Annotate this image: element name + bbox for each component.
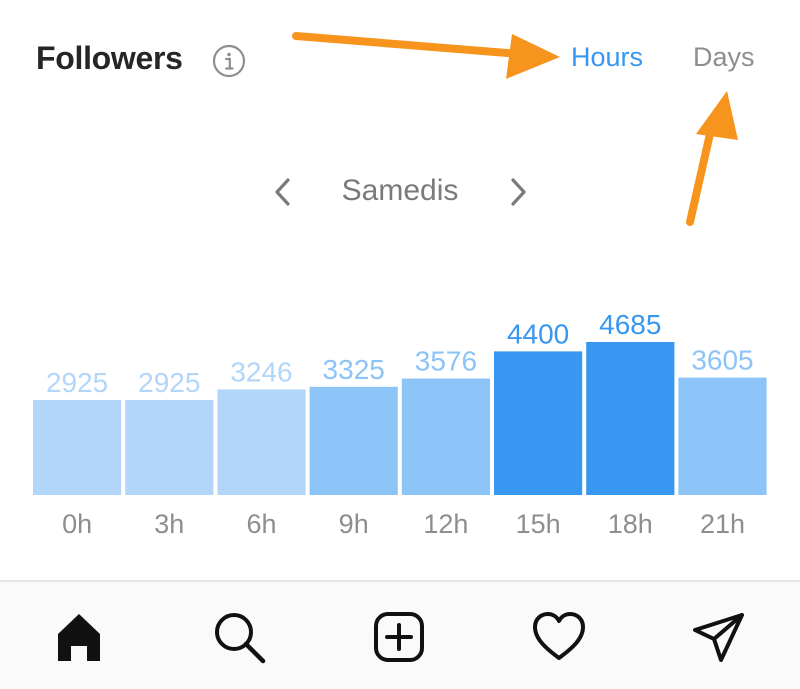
x-axis-tick-label: 6h <box>246 509 276 539</box>
tab-hours[interactable]: Hours <box>571 42 644 72</box>
search-icon[interactable] <box>210 608 268 666</box>
bar-value-label: 3246 <box>230 356 292 387</box>
x-axis-tick-label: 9h <box>339 509 369 539</box>
next-day-button[interactable] <box>500 174 536 210</box>
page-title: Followers <box>36 40 183 76</box>
x-axis-tick-label: 0h <box>62 509 92 539</box>
day-label: Samedis <box>341 174 459 207</box>
chart-bar[interactable] <box>309 386 398 495</box>
bar-value-label: 3576 <box>415 346 477 377</box>
bar-value-label: 2925 <box>46 367 108 398</box>
home-icon[interactable] <box>50 608 108 666</box>
followers-bar-chart: 2925 0h 2925 3h 3246 6h 3325 9h 3576 12h 4400 15h 46… <box>33 309 767 539</box>
chart-bar[interactable] <box>494 351 583 495</box>
chart-bar[interactable] <box>401 378 490 495</box>
x-axis-tick-label: 21h <box>700 509 745 539</box>
bar-value-label: 2925 <box>138 367 200 398</box>
heart-icon[interactable] <box>530 608 588 666</box>
bottom-navigation <box>0 582 800 689</box>
bottom-nav-divider <box>0 580 800 582</box>
bar-value-label: 4400 <box>507 318 569 349</box>
x-axis-tick-label: 3h <box>154 509 184 539</box>
previous-day-button[interactable] <box>266 174 302 210</box>
x-axis-tick-label: 15h <box>516 509 561 539</box>
bar-value-label: 4685 <box>599 309 661 340</box>
bar-value-label: 3325 <box>323 354 385 385</box>
direct-send-icon[interactable] <box>690 608 748 666</box>
chart-bar[interactable] <box>678 377 767 495</box>
info-icon[interactable] <box>212 44 246 78</box>
chart-bar[interactable] <box>586 342 675 495</box>
insights-header: Followers Hours Days <box>0 0 800 120</box>
chart-bar[interactable] <box>125 400 214 495</box>
chart-bar[interactable] <box>33 400 122 495</box>
day-selector: Samedis <box>0 160 800 224</box>
add-post-icon[interactable] <box>370 608 428 666</box>
x-axis-tick-label: 18h <box>608 509 653 539</box>
tab-days[interactable]: Days <box>693 42 755 72</box>
bar-value-label: 3605 <box>691 345 753 376</box>
x-axis-tick-label: 12h <box>423 509 468 539</box>
chart-bar[interactable] <box>217 389 306 495</box>
